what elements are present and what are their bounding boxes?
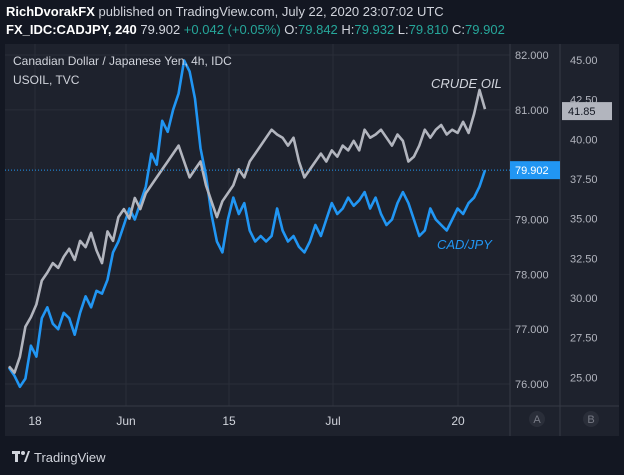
annotation-cad-jpy: CAD/JPY bbox=[437, 237, 493, 252]
y-right-tick-2: 79.000 bbox=[515, 215, 549, 227]
y-right-tick-5: 76.000 bbox=[515, 379, 549, 391]
footer: TradingView bbox=[0, 440, 624, 475]
oil-price-label: 41.85 bbox=[568, 106, 596, 118]
legend-overlay: USOIL, TVC bbox=[13, 73, 80, 87]
symbol-name: FX_IDC:CADJPY, 240 bbox=[6, 22, 137, 37]
open-label: O: bbox=[284, 22, 299, 37]
price-change: +0.042 (+0.05%) bbox=[183, 22, 281, 37]
cadjpy-price-label: 79.902 bbox=[515, 165, 549, 177]
cadjpy-price-label-box bbox=[510, 161, 560, 180]
y-left-tick-0: 45.00 bbox=[570, 55, 598, 67]
chart-panel[interactable]: 82.000 81.000 79.000 78.000 77.000 76.000 45.0… bbox=[5, 44, 619, 436]
scale-button-b[interactable]: B bbox=[583, 411, 599, 427]
symbol-info: FX_IDC:CADJPY, 240 79.902 +0.042 (+0.05%… bbox=[6, 22, 505, 37]
x-tick-1: Jun bbox=[116, 414, 135, 428]
y-left-tick-8: 25.00 bbox=[570, 372, 598, 384]
author-name[interactable]: RichDvorakFX bbox=[6, 4, 95, 19]
price-label-layer: 79.902 41.85 bbox=[5, 102, 612, 180]
y-left-tick-5: 32.50 bbox=[570, 253, 598, 265]
annotation-crude-oil: CRUDE OIL bbox=[431, 76, 502, 91]
tradingview-logo-icon[interactable] bbox=[12, 449, 30, 463]
y-left-tick-6: 30.00 bbox=[570, 293, 598, 305]
y-left-tick-7: 27.50 bbox=[570, 333, 598, 345]
high-value: 79.932 bbox=[354, 22, 395, 37]
high-label: H: bbox=[341, 22, 355, 37]
open-value: 79.842 bbox=[298, 22, 338, 37]
tradingview-brand[interactable]: TradingView bbox=[34, 450, 106, 465]
scale-button-a[interactable]: A bbox=[529, 411, 545, 427]
x-tick-4: 20 bbox=[451, 414, 465, 428]
y-right-tick-3: 78.000 bbox=[515, 269, 549, 281]
x-tick-3: Jul bbox=[325, 414, 340, 428]
legend-main: Canadian Dollar / Japanese Yen, 4h, IDC bbox=[13, 54, 232, 68]
series-line-cadjpy bbox=[7, 59, 487, 389]
y-right-tick-4: 77.000 bbox=[515, 324, 549, 336]
scale-button-a-label: A bbox=[533, 414, 541, 426]
y-left-tick-3: 37.50 bbox=[570, 174, 598, 186]
low-label: L: bbox=[397, 22, 409, 37]
x-tick-0: 18 bbox=[28, 414, 42, 428]
y-right-tick-0: 82.000 bbox=[515, 50, 549, 62]
scale-button-b-label: B bbox=[587, 414, 594, 426]
series-line-oil bbox=[8, 88, 487, 375]
y-left-tick-2: 40.00 bbox=[570, 134, 598, 146]
close-value: 79.902 bbox=[465, 22, 505, 37]
low-value: 79.810 bbox=[408, 22, 449, 37]
publish-info: RichDvorakFX published on TradingView.co… bbox=[6, 4, 444, 19]
oil-price-label-box bbox=[562, 102, 612, 121]
series-layer bbox=[7, 59, 487, 389]
x-tick-2: 15 bbox=[222, 414, 236, 428]
close-label: C: bbox=[452, 22, 466, 37]
price-chart[interactable]: 82.000 81.000 79.000 78.000 77.000 76.000 45.0… bbox=[5, 44, 619, 436]
last-price: 79.902 bbox=[140, 22, 181, 37]
y-left-tick-4: 35.00 bbox=[570, 214, 598, 226]
published-text: published on TradingView.com, July 22, 2… bbox=[98, 4, 444, 19]
y-right-tick-1: 81.000 bbox=[515, 105, 549, 117]
grid-lines bbox=[5, 44, 510, 406]
